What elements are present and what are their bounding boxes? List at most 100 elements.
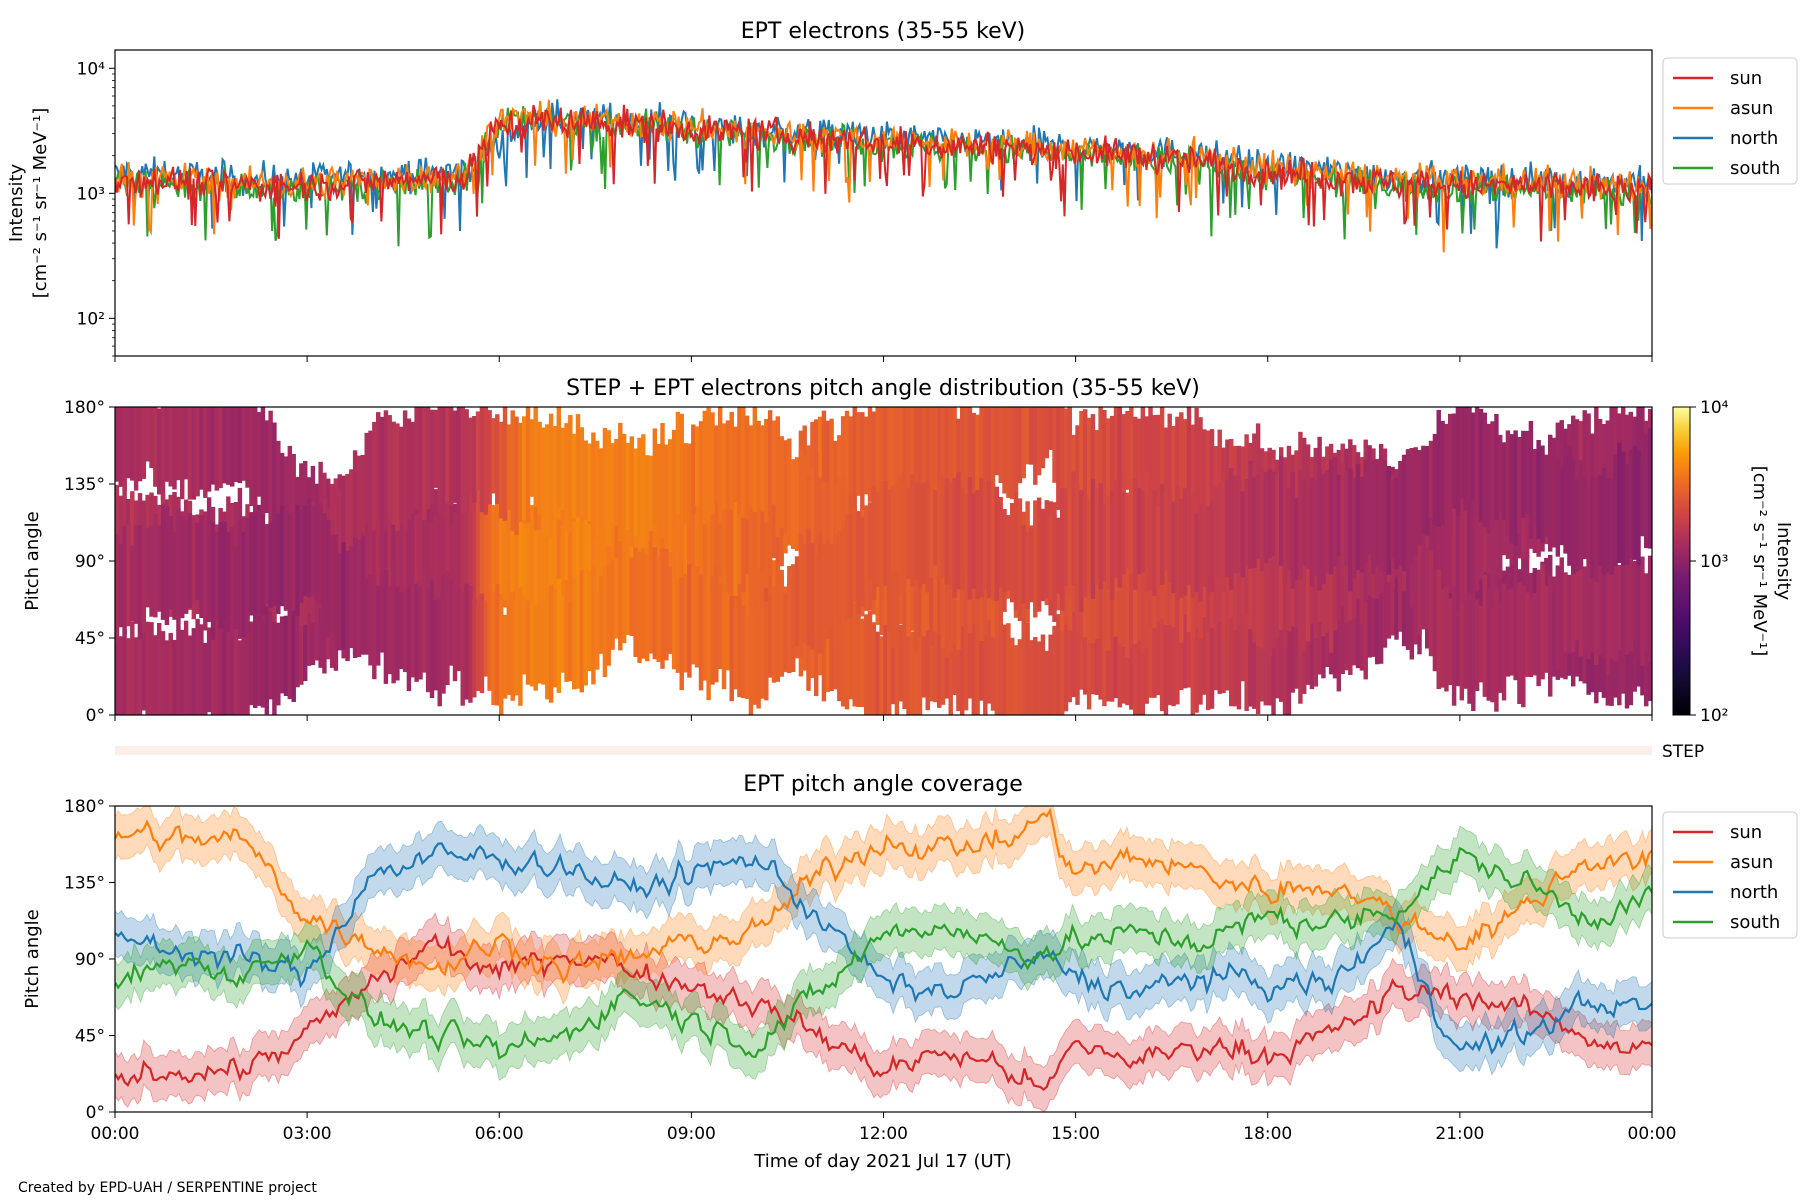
pad-heat-cell — [291, 512, 296, 601]
pad-heat-cell — [1221, 606, 1226, 694]
pad-heat-cell — [710, 496, 715, 584]
pad-heat-cell — [779, 436, 784, 528]
pad-heat-cell — [368, 430, 373, 525]
pad-heat-cell — [1090, 615, 1096, 695]
pad-heat-cell — [579, 570, 585, 693]
colorbar-tick-label: 10³ — [1700, 552, 1728, 572]
pad-heat-cell — [1029, 407, 1034, 465]
pad-heat-cell — [122, 407, 127, 492]
pad-heat-cell — [668, 439, 673, 553]
pad-heat-cell — [1194, 514, 1199, 593]
pad-heat-cell — [1129, 552, 1134, 648]
pad-heat-cell — [1601, 468, 1607, 576]
pad-panel-title: STEP + EPT electrons pitch angle distrib… — [566, 376, 1200, 401]
pad-heat-cell — [737, 599, 742, 698]
pad-heat-cell — [1117, 407, 1123, 500]
pad-heat-cell — [1267, 546, 1272, 657]
pad-heat-cell — [214, 407, 220, 491]
pad-heat-cell — [395, 423, 400, 531]
pad-heat-cell — [1359, 476, 1365, 573]
pad-heat-cell — [1513, 430, 1518, 545]
pad-heat-cell — [1017, 498, 1023, 621]
pad-heat-cell — [1221, 473, 1226, 593]
pad-heat-cell — [1017, 639, 1023, 715]
pad-heat-cell — [1409, 448, 1415, 565]
pad-heat-cell — [1125, 542, 1130, 658]
pad-heat-cell — [572, 433, 577, 518]
pad-heat-cell — [1363, 558, 1368, 680]
pad-heat-cell — [687, 564, 692, 678]
pad-heat-cell — [1463, 546, 1468, 646]
pad-heat-cell — [1551, 592, 1557, 677]
pad-heat-cell — [1605, 478, 1611, 573]
pad-heat-cell — [514, 416, 519, 535]
pad-heat-cell — [1444, 480, 1449, 591]
pad-heat-cell — [1133, 611, 1138, 715]
pad-heat-cell — [1505, 589, 1511, 677]
pad-heat-cell — [525, 523, 531, 601]
pad-heat-cell — [218, 521, 223, 629]
pad-heat-cell — [1578, 557, 1584, 657]
pad-heat-cell — [560, 525, 565, 643]
pad-heat-cell — [810, 542, 815, 650]
pad-heat-cell — [906, 625, 911, 715]
pad-heat-cell — [1363, 460, 1368, 563]
pad-heat-cell — [510, 591, 515, 701]
pad-heat-cell — [487, 591, 492, 691]
pad-heat-cell — [1601, 558, 1607, 659]
pad-heat-cell — [572, 521, 577, 606]
pad-heat-cell — [1386, 544, 1392, 639]
pad-heat-cell — [864, 505, 869, 590]
pad-heat-cell — [1236, 476, 1242, 574]
pad-heat-cell — [1540, 445, 1545, 543]
intensity-panel-title: EPT electrons (35-55 keV) — [741, 19, 1026, 44]
pad-heat-cell — [533, 407, 538, 507]
pad-heat-cell — [160, 407, 166, 500]
pad-heat-cell — [744, 616, 750, 699]
pad-heat-cell — [556, 519, 562, 631]
pad-heat-cell — [614, 438, 619, 524]
pad-heat-cell — [487, 410, 492, 505]
pad-heat-cell — [222, 407, 227, 484]
pad-heat-cell — [279, 505, 285, 607]
pad-heat-cell — [867, 407, 873, 502]
pad-heat-cell — [1159, 407, 1165, 521]
pad-heat-cell — [1252, 621, 1257, 709]
pad-heat-cell — [1125, 629, 1130, 706]
pad-heat-cell — [714, 425, 719, 503]
pad-heat-cell — [226, 407, 231, 485]
pad-heat-cell — [1574, 548, 1580, 640]
pad-heat-cell — [1425, 548, 1430, 629]
pad-heat-cell — [1590, 566, 1595, 653]
pad-heat-cell — [402, 506, 408, 607]
pad-heat-cell — [287, 513, 293, 618]
pad-heat-cell — [410, 503, 416, 622]
pad-heat-cell — [1298, 469, 1303, 581]
pad-heat-cell — [256, 504, 262, 622]
pad-heat-cell — [1133, 478, 1138, 590]
pad-heat-cell — [1040, 407, 1046, 469]
pad-heat-cell — [1436, 502, 1441, 579]
pad-heat-cell — [422, 521, 427, 617]
pad-heat-cell — [115, 534, 120, 646]
pad-heat-cell — [372, 509, 377, 602]
pad-heat-cell — [1186, 407, 1192, 529]
pad-heat-cell — [1213, 487, 1219, 577]
pad-heat-cell — [464, 409, 469, 513]
pad-heat-cell — [733, 426, 738, 503]
pad-heat-cell — [1355, 577, 1361, 669]
pad-heat-cell — [1448, 598, 1453, 685]
pad-heat-cell — [806, 528, 811, 646]
pad-heat-cell — [210, 629, 216, 715]
pad-heat-cell — [1090, 414, 1096, 519]
pad-heat-cell — [141, 619, 147, 711]
intensity-line-asun — [115, 99, 1652, 253]
pad-heat-cell — [552, 426, 558, 517]
pad-heat-cell — [771, 587, 777, 683]
pad-heat-cell — [902, 407, 907, 507]
pad-heat-cell — [1182, 488, 1188, 596]
pad-heat-cell — [675, 579, 681, 673]
pad-heat-cell — [376, 514, 381, 591]
pad-heat-cell — [1636, 561, 1641, 661]
pad-heat-cell — [479, 507, 485, 598]
